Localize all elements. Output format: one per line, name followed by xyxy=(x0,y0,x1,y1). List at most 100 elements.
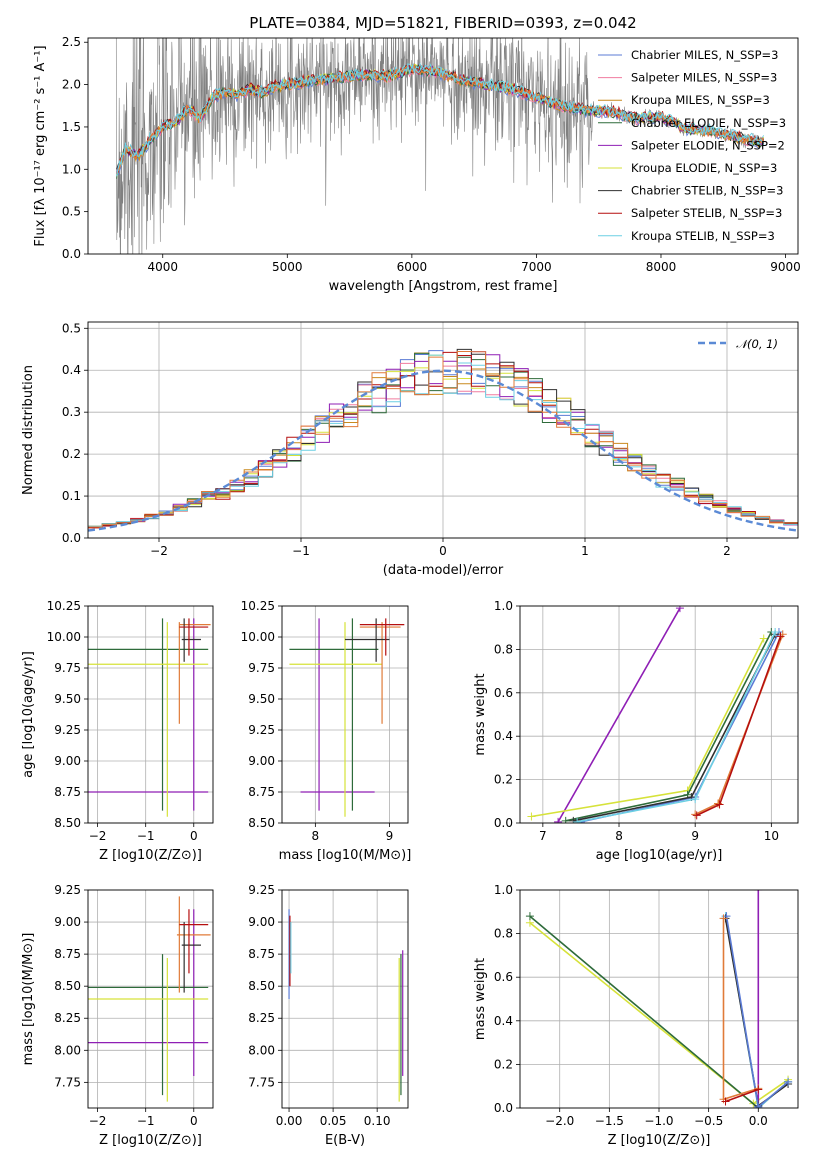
y-tick-label: 0.0 xyxy=(62,531,81,545)
weight-marker xyxy=(776,632,785,641)
chart-age_vs_Z: −2 −1 0 8.50 8.75 9.00 9.25 9.50 9.75 10.00 10.25 Z… xyxy=(21,599,214,863)
x-axis-label: E(B-V) xyxy=(325,1133,365,1148)
legend-label: Kroupa ELODIE, N_SSP=3 xyxy=(631,161,777,175)
x-tick-label: 7 xyxy=(539,829,547,843)
x-tick-label: 7000 xyxy=(521,260,552,274)
legend-label: Chabrier ELODIE, N_SSP=3 xyxy=(631,116,786,130)
plot-area xyxy=(527,606,787,823)
y-tick-label: 1.0 xyxy=(62,162,81,176)
x-tick-label: −2 xyxy=(150,544,168,558)
x-axis-label: Z [log10(Z/Z⊙)] xyxy=(608,1133,711,1148)
weight-line-7 xyxy=(725,1088,759,1103)
weight-marker xyxy=(784,1077,793,1086)
y-tick-label: 0.1 xyxy=(62,489,81,503)
y-tick-label: 0.2 xyxy=(494,1057,513,1071)
x-tick-label: 6000 xyxy=(397,260,428,274)
y-tick-label: 8.50 xyxy=(248,816,275,830)
legend-label: Salpeter ELODIE, N_SSP=2 xyxy=(631,138,785,152)
x-tick-label: 5000 xyxy=(272,260,303,274)
y-tick-label: 0.0 xyxy=(62,247,81,261)
y-tick-label: 7.75 xyxy=(248,1075,275,1089)
legend-label: Chabrier MILES, N_SSP=3 xyxy=(631,48,778,62)
y-tick-label: 0.5 xyxy=(62,321,81,335)
chart-mass_vs_Z: −2 −1 0 7.75 8.00 8.25 8.50 8.75 9.00 9.25 Z [log1… xyxy=(21,883,214,1148)
x-tick-label: 0 xyxy=(190,829,198,843)
y-tick-label: 0.0 xyxy=(494,816,513,830)
plot-area xyxy=(525,890,793,1108)
weight-marker xyxy=(525,912,534,921)
legend-label: Kroupa MILES, N_SSP=3 xyxy=(631,93,770,107)
axes-frame xyxy=(281,889,409,1109)
y-tick-label: 8.75 xyxy=(54,947,81,961)
y-tick-label: 8.25 xyxy=(248,1011,275,1025)
y-tick-label: 0.0 xyxy=(494,1101,513,1115)
weight-marker xyxy=(715,800,724,809)
x-tick-label: −2.0 xyxy=(545,1114,574,1128)
x-tick-label: 9 xyxy=(386,829,394,843)
chart-panels: 4000 5000 6000 7000 8000 90000.00.51.01.52.02… xyxy=(21,35,801,1148)
x-tick-label: 1 xyxy=(581,544,589,558)
axes-frame xyxy=(87,889,214,1109)
weight-marker xyxy=(691,795,700,804)
y-tick-label: 9.00 xyxy=(54,754,81,768)
x-tick-label: 9 xyxy=(691,829,699,843)
x-tick-label: 0 xyxy=(439,544,447,558)
x-tick-label: −1 xyxy=(292,544,310,558)
figure-title: PLATE=0384, MJD=51821, FIBERID=0393, z=0… xyxy=(249,14,636,32)
x-tick-label: 0 xyxy=(190,1114,198,1128)
weight-line-6 xyxy=(694,633,784,816)
y-tick-label: 0.8 xyxy=(494,927,513,941)
weight-marker xyxy=(573,817,582,823)
y-tick-label: 0.3 xyxy=(62,405,81,419)
y-tick-label: 1.0 xyxy=(494,599,513,613)
legend-label: 𝒩(0, 1) xyxy=(736,337,778,351)
x-tick-label: 4000 xyxy=(147,260,178,274)
plot-area xyxy=(115,38,765,254)
weight-marker xyxy=(675,606,684,613)
x-tick-label: −1.0 xyxy=(644,1114,673,1128)
y-tick-label: 2.5 xyxy=(62,35,81,49)
x-tick-label: 2 xyxy=(723,544,731,558)
x-tick-label: 8000 xyxy=(646,260,677,274)
chart-spectrum: 4000 5000 6000 7000 8000 9000 0.0 0.5 1.0 1.5 2.0 2… xyxy=(33,35,801,294)
axes-frame xyxy=(281,605,409,824)
legend-label: Kroupa STELIB, N_SSP=3 xyxy=(631,229,775,243)
weight-marker xyxy=(754,890,763,894)
y-tick-label: 0.6 xyxy=(494,686,513,700)
x-tick-label: −1.5 xyxy=(595,1114,624,1128)
y-tick-label: 1.0 xyxy=(494,883,513,897)
y-tick-label: 10.25 xyxy=(47,599,81,613)
x-axis-label: Z [log10(Z/Z⊙)] xyxy=(99,848,202,863)
x-tick-label: −2 xyxy=(89,829,107,843)
x-tick-label: 0.05 xyxy=(320,1114,347,1128)
plot-area xyxy=(88,896,211,1102)
y-tick-label: 9.00 xyxy=(248,915,275,929)
chart-residuals: −2 −1 0 1 2 0.0 0.1 0.2 0.3 0.4 0.5 (data-model)/er… xyxy=(21,321,799,578)
y-tick-label: 0.4 xyxy=(494,1014,513,1028)
x-tick-label: 9000 xyxy=(770,260,801,274)
y-tick-label: 9.25 xyxy=(54,723,81,737)
weight-line-7 xyxy=(696,636,782,817)
chart-age_vs_mass: 8 9 8.50 8.75 9.00 9.25 9.50 9.75 10.00 10.25 mass… xyxy=(241,599,412,863)
y-tick-label: 9.75 xyxy=(54,661,81,675)
y-tick-label: 9.50 xyxy=(248,692,275,706)
y-tick-label: 9.00 xyxy=(54,915,81,929)
weight-line-3 xyxy=(580,631,780,823)
axes-frame xyxy=(519,889,799,1109)
axes-frame xyxy=(87,605,214,824)
weight-marker xyxy=(692,811,701,820)
x-tick-label: 8 xyxy=(312,829,320,843)
weight-marker xyxy=(721,1097,730,1106)
weight-line-0 xyxy=(557,607,681,823)
y-tick-label: 8.00 xyxy=(248,1043,275,1057)
x-tick-label: 0.0 xyxy=(749,1114,768,1128)
x-axis-label: (data-model)/error xyxy=(383,563,504,578)
weight-marker xyxy=(754,1085,763,1094)
y-tick-label: 10.00 xyxy=(241,630,275,644)
y-tick-label: 8.00 xyxy=(54,1043,81,1057)
x-axis-label: age [log10(age/yr)] xyxy=(596,848,723,863)
y-axis-label: mass weight xyxy=(473,958,488,1040)
y-tick-label: 0.4 xyxy=(62,363,81,377)
axes-frame xyxy=(87,37,799,255)
y-tick-label: 8.50 xyxy=(54,979,81,993)
